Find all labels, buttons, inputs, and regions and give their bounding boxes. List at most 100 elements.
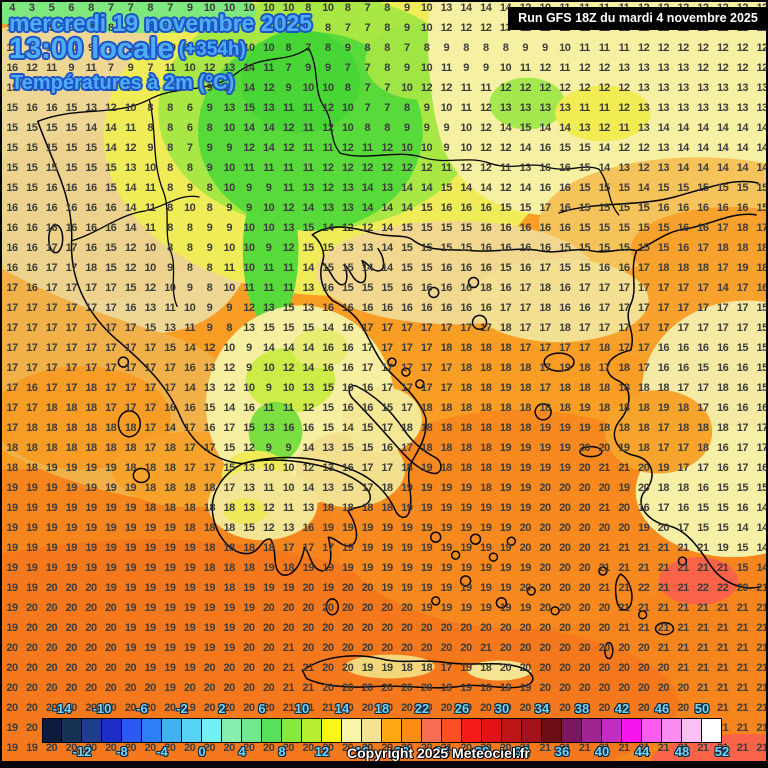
temp-value: 10 [500,62,512,74]
temp-value: 14 [460,182,472,194]
temp-value: 20 [26,722,38,734]
temp-value: 19 [105,462,117,474]
temp-value: 17 [46,362,58,374]
temp-value: 14 [539,122,551,134]
temp-value: 21 [697,602,709,614]
temp-value: 20 [66,682,78,694]
temp-value: 20 [599,482,611,494]
temp-value: 18 [520,362,532,374]
temp-value: 20 [579,682,591,694]
temp-value: 21 [638,602,650,614]
temp-value: 12 [480,22,492,34]
temp-value: 19 [145,582,157,594]
temp-value: 15 [6,82,18,94]
temp-value: 17 [66,242,78,254]
temp-value: 19 [559,442,571,454]
temp-value: 13 [302,502,314,514]
temp-value: 15 [579,182,591,194]
temp-value: 20 [85,582,97,594]
temp-value: 16 [717,362,729,374]
temp-value: 16 [658,202,670,214]
temp-value: 15 [737,482,749,494]
temp-value: 20 [66,582,78,594]
temp-value: 18 [697,422,709,434]
temp-value: 17 [6,402,18,414]
temp-value: 18 [618,382,630,394]
temp-value: 16 [85,242,97,254]
temp-value: 13 [322,442,334,454]
temp-value: 16 [480,202,492,214]
temp-value: 12 [421,82,433,94]
temp-value: 20 [6,702,18,714]
temp-value: 20 [46,722,58,734]
temp-value: 3 [29,2,35,14]
temp-value: 16 [559,202,571,214]
temp-value: 20 [599,702,611,714]
temp-value: 18 [756,242,766,254]
temp-value: 9 [305,62,311,74]
temp-value: 9 [207,82,213,94]
temp-value: 20 [500,622,512,634]
temp-value: 21 [737,702,749,714]
temp-value: 19 [46,562,58,574]
temp-value: 14 [559,122,571,134]
temp-value: 16 [26,102,38,114]
temp-value: 18 [678,402,690,414]
temp-value: 12 [342,142,354,154]
temp-value: 19 [480,582,492,594]
temp-value: 20 [480,722,492,734]
temp-value: 19 [480,562,492,574]
temp-value: 18 [638,382,650,394]
temp-value: 19 [26,522,38,534]
temp-value: 18 [658,382,670,394]
temp-value: 20 [362,682,374,694]
temp-value: 16 [204,422,216,434]
temp-value: 9 [483,62,489,74]
temp-value: 19 [362,542,374,554]
temp-value: 8 [88,2,94,14]
temp-value: 21 [283,662,295,674]
temp-value: 18 [66,422,78,434]
temp-value: 18 [66,402,78,414]
temp-value: 11 [480,82,491,94]
temp-value: 11 [283,162,294,174]
temp-value: 13 [638,102,650,114]
temp-value: 17 [638,262,650,274]
temp-value: 8 [167,182,173,194]
temp-value: 13 [322,482,334,494]
temp-value: 20 [579,442,591,454]
temp-value: 17 [401,342,413,354]
temp-value: 16 [342,342,354,354]
temp-value: 20 [46,682,58,694]
temp-value: 16 [559,282,571,294]
temp-value: 12 [204,62,216,74]
temp-value: 11 [559,62,570,74]
temp-value: 12 [401,162,413,174]
temp-value: 14 [658,122,670,134]
temp-value: 11 [520,62,531,74]
temp-value: 7 [345,22,351,34]
temp-value: 17 [26,342,38,354]
temp-value: 16 [46,82,58,94]
temp-value: 21 [302,662,314,674]
temp-value: 11 [283,502,294,514]
temp-value: 15 [66,102,78,114]
temp-value: 16 [737,402,749,414]
temp-value: 13 [717,102,729,114]
temp-value: 15 [697,182,709,194]
temp-value: 12 [105,102,117,114]
temp-value: 13 [302,282,314,294]
temp-value: 12 [224,382,236,394]
temp-value: 19 [125,642,137,654]
temp-value: 20 [539,682,551,694]
coastlines [37,120,761,689]
temp-value: 17 [66,262,78,274]
temp-value: 13 [697,82,709,94]
temp-value: 19 [421,562,433,574]
temp-value: 15 [579,202,591,214]
temp-value: 16 [717,402,729,414]
temp-value: 20 [618,502,630,514]
temp-value: 17 [362,322,374,334]
temp-value: 16 [520,262,532,274]
